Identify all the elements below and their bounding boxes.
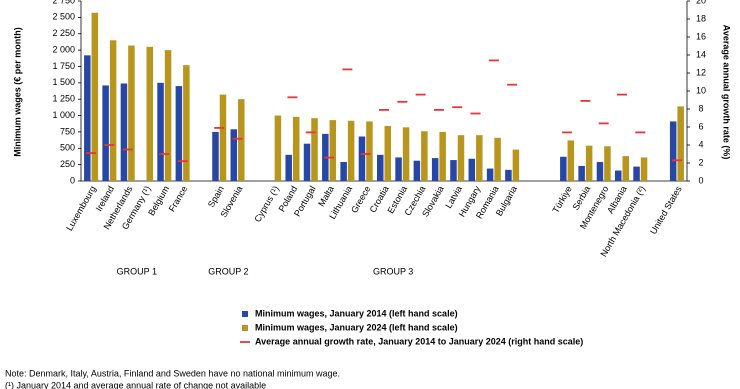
bar: [431, 158, 439, 181]
y-tick-label: 2 250: [52, 28, 75, 38]
y2-tick-label: 8: [698, 103, 703, 113]
bar: [677, 106, 684, 181]
bar: [146, 46, 153, 182]
bar: [347, 120, 355, 181]
bar: [450, 160, 457, 181]
bar: [84, 55, 91, 182]
x-tick-label: United States: [648, 184, 684, 236]
bar: [340, 162, 347, 181]
y-tick-label: 1 250: [52, 94, 75, 104]
bar: [468, 158, 476, 181]
bar: [128, 45, 135, 181]
note: (¹) January 2014 and average annual rate…: [5, 380, 266, 389]
bar: [604, 146, 611, 181]
bar: [439, 131, 446, 181]
bar: [421, 131, 428, 181]
legend-label: Average annual growth rate, January 2014…: [255, 336, 583, 346]
bar: [585, 145, 593, 181]
y-tick-label: 750: [60, 126, 75, 136]
note: Note: Denmark, Italy, Austria, Finland a…: [5, 368, 340, 378]
bar: [109, 40, 117, 181]
bar: [183, 65, 190, 181]
bar: [303, 143, 311, 181]
bar: [164, 50, 172, 181]
bar: [120, 83, 128, 181]
bar: [512, 149, 520, 181]
y-tick-label: 250: [60, 159, 75, 169]
y-tick-label: 2 500: [52, 12, 75, 22]
bar: [402, 127, 410, 181]
y2-tick-label: 20: [696, 0, 706, 5]
y-tick-label: 1 000: [52, 110, 75, 120]
y-tick-label: 0: [70, 175, 75, 185]
x-tick-label: Türkiye: [550, 184, 573, 215]
bar: [596, 162, 604, 181]
y2-tick-label: 10: [696, 85, 706, 95]
bar: [486, 168, 494, 181]
bar: [413, 160, 421, 181]
y-tick-label: 2 000: [52, 44, 75, 54]
y-tick-label: 500: [60, 143, 75, 153]
bar: [292, 116, 300, 181]
y-axis-label: Minimum wages (€ per month): [12, 27, 22, 157]
y2-tick-label: 16: [696, 31, 706, 41]
bar: [476, 135, 483, 181]
bar: [219, 94, 227, 181]
y-tick-label: 2 750: [52, 0, 75, 5]
bar: [622, 156, 630, 181]
bar: [457, 135, 465, 181]
x-tick-label: Cyprus (¹): [252, 184, 281, 224]
bar: [366, 121, 373, 181]
y-tick-label: 1 500: [52, 77, 75, 87]
x-tick-label: France: [167, 184, 190, 213]
bar: [238, 99, 245, 181]
bar: [669, 121, 677, 181]
bar: [285, 154, 292, 181]
bar: [377, 154, 384, 181]
bar: [640, 157, 648, 181]
bar: [157, 82, 164, 181]
bar: [212, 131, 219, 181]
y2-tick-label: 12: [696, 67, 706, 77]
legend-swatch: [242, 311, 248, 317]
bar: [329, 120, 337, 181]
legend-label: Minimum wages, January 2024 (left hand s…: [255, 322, 458, 332]
y2-tick-label: 0: [698, 175, 703, 185]
legend-swatch: [242, 325, 248, 331]
group-label: GROUP 2: [208, 266, 248, 276]
bar: [567, 140, 575, 181]
bar: [560, 156, 567, 181]
bar: [615, 170, 622, 181]
y2-tick-label: 18: [696, 13, 706, 23]
bar: [578, 165, 585, 181]
y2-axis-label: Average annual growth rate (%): [722, 25, 732, 160]
bar: [633, 166, 640, 181]
bar: [230, 129, 238, 181]
y2-tick-label: 14: [696, 49, 706, 59]
bar: [494, 137, 501, 181]
group-label: GROUP 1: [117, 266, 157, 276]
y-tick-label: 1 750: [52, 61, 75, 71]
group-label: GROUP 3: [373, 266, 413, 276]
y2-tick-label: 6: [698, 121, 703, 131]
bar: [91, 12, 99, 182]
y2-tick-label: 4: [698, 139, 703, 149]
bar: [395, 157, 402, 181]
bar: [358, 136, 366, 181]
bar: [274, 115, 282, 181]
bar: [311, 118, 318, 181]
bar: [102, 85, 109, 181]
legend-label: Minimum wages, January 2014 (left hand s…: [255, 308, 458, 318]
bar: [384, 126, 391, 181]
y2-tick-label: 2: [698, 157, 703, 167]
bar: [505, 169, 512, 181]
bar: [175, 86, 183, 181]
